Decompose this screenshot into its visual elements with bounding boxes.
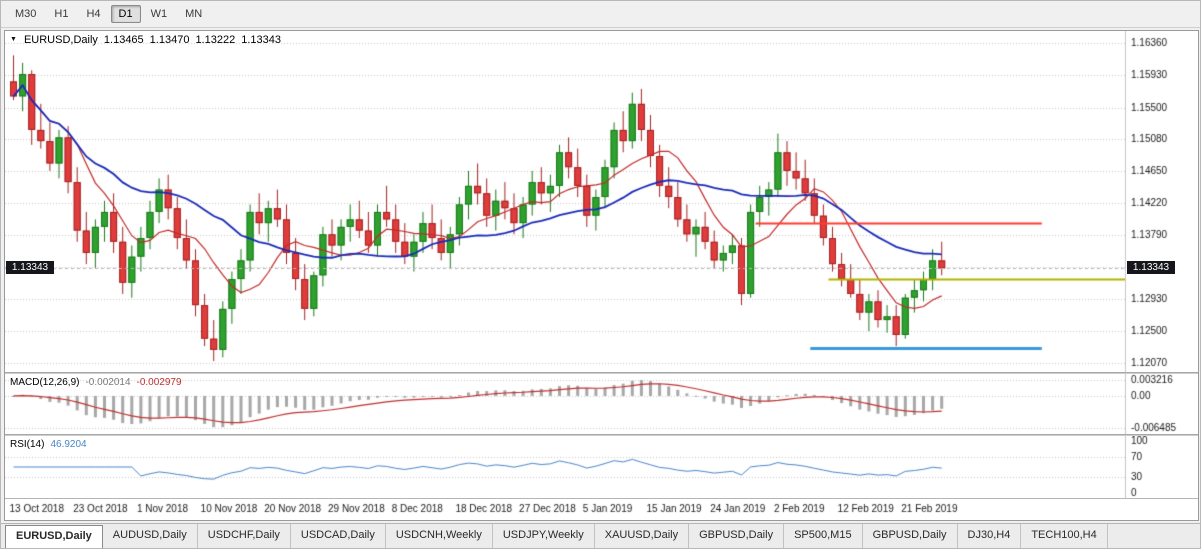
tab-gbpusd-daily[interactable]: GBPUSD,Daily bbox=[689, 524, 785, 548]
tab-gbpusd-daily[interactable]: GBPUSD,Daily bbox=[863, 524, 958, 548]
timeframe-button-mn[interactable]: MN bbox=[185, 8, 203, 20]
time-axis[interactable] bbox=[5, 499, 1198, 519]
tab-usdcad-daily[interactable]: USDCAD,Daily bbox=[291, 524, 386, 548]
macd-header: MACD(12,26,9) -0.002014 -0.002979 bbox=[10, 377, 182, 388]
tab-eurusd-daily[interactable]: EURUSD,Daily bbox=[5, 525, 103, 548]
tab-usdcnh-weekly[interactable]: USDCNH,Weekly bbox=[386, 524, 493, 548]
price-open: 1.13465 bbox=[103, 34, 144, 46]
chart-tabs: EURUSD,Daily AUDUSD,Daily USDCHF,Daily USDC… bbox=[1, 523, 1200, 548]
main-price-chart[interactable] bbox=[5, 31, 1198, 372]
tab-audusd-daily[interactable]: AUDUSD,Daily bbox=[103, 524, 198, 548]
collapse-triangle-icon[interactable]: ▼ bbox=[10, 36, 17, 43]
tab-xauusd-daily[interactable]: XAUUSD,Daily bbox=[595, 524, 690, 548]
tab-usdchf-daily[interactable]: USDCHF,Daily bbox=[198, 524, 291, 548]
rsi-indicator-chart[interactable] bbox=[5, 436, 1198, 498]
timeframe-button-m30[interactable]: M30 bbox=[15, 8, 37, 20]
timeframe-button-d1[interactable]: D1 bbox=[110, 5, 141, 23]
rsi-header: RSI(14) 46.9204 bbox=[10, 439, 87, 450]
macd-indicator-chart[interactable] bbox=[5, 374, 1198, 434]
timeframe-button-h4[interactable]: H4 bbox=[86, 8, 101, 20]
chart-header: ▼ EURUSD,Daily 1.13465 1.13470 1.13222 1… bbox=[10, 34, 281, 46]
panel-divider[interactable] bbox=[5, 434, 1198, 436]
macd-signal-value: -0.002979 bbox=[136, 377, 182, 388]
timeframe-toolbar: M30 H1 H4 D1 W1 MN bbox=[1, 1, 1200, 28]
current-price-badge-right: 1.13343 bbox=[1127, 261, 1175, 274]
chart-window: ▼ EURUSD,Daily 1.13465 1.13470 1.13222 1… bbox=[4, 30, 1199, 521]
macd-value: -0.002014 bbox=[85, 377, 131, 388]
panel-divider[interactable] bbox=[5, 372, 1198, 374]
symbol-title: EURUSD,Daily bbox=[23, 34, 98, 46]
timeframe-button-h1[interactable]: H1 bbox=[54, 8, 69, 20]
macd-label: MACD(12,26,9) bbox=[10, 377, 80, 388]
price-close: 1.13343 bbox=[241, 34, 281, 46]
tab-usdjpy-weekly[interactable]: USDJPY,Weekly bbox=[493, 524, 595, 548]
rsi-label: RSI(14) bbox=[10, 439, 45, 450]
tab-dj30-h4[interactable]: DJ30,H4 bbox=[958, 524, 1022, 548]
timeframe-button-w1[interactable]: W1 bbox=[150, 8, 168, 20]
current-price-badge-left: 1.13343 bbox=[6, 261, 54, 274]
panel-divider bbox=[5, 498, 1198, 499]
price-low: 1.13222 bbox=[195, 34, 236, 46]
tab-sp500-m15[interactable]: SP500,M15 bbox=[784, 524, 863, 548]
price-high: 1.13470 bbox=[149, 34, 190, 46]
rsi-value: 46.9204 bbox=[50, 439, 87, 450]
tab-tech100-h4[interactable]: TECH100,H4 bbox=[1021, 524, 1108, 548]
